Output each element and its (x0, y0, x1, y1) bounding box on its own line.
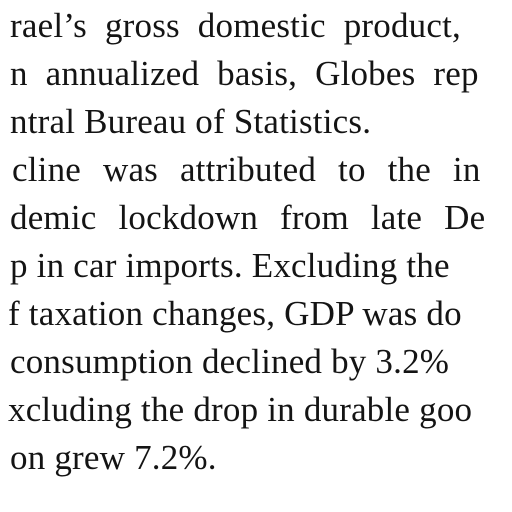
text-line-10: on grew 7.2%. (10, 438, 217, 477)
text-line-4: cline was attributed to the in (12, 150, 481, 189)
text-line-8: consumption declined by 3.2% (10, 342, 450, 381)
text-line-5: demic lockdown from late De (10, 198, 486, 237)
text-line-6: p in car imports. Excluding the (10, 246, 450, 285)
text-line-3: ntral Bureau of Statistics. (10, 102, 372, 141)
text-line-9: xcluding the drop in durable goo (8, 390, 473, 429)
text-line-2: n annualized basis, Globes rep (10, 54, 479, 93)
text-line-1: rael’s gross domestic product, (10, 6, 461, 45)
text-line-7: f taxation changes, GDP was do (8, 294, 462, 333)
